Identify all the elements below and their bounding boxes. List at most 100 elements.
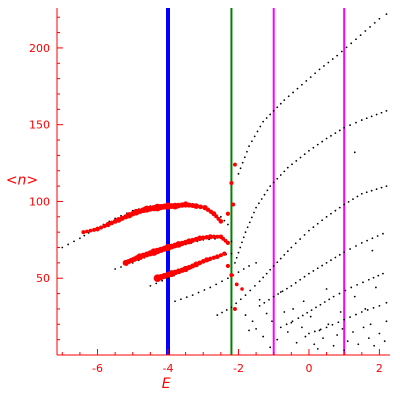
data-point-b8-3 [332,295,335,298]
data-point-b2-5 [230,252,233,255]
data-point-b6-2-4 [276,106,279,109]
y-tick-label-0: 50 [36,272,50,285]
data-point-b5-4-4 [303,153,306,156]
data-point-b7-2 [290,285,293,287]
data-point-b10-12-2 [208,209,214,214]
data-point-b9-1 [325,326,328,329]
data-point-b12-6 [222,251,227,256]
data-point-b0-0-2 [73,240,75,243]
data-point-b0-1 [79,237,81,240]
scatter-point-45 [371,249,374,252]
data-point-b10-0 [81,230,86,235]
data-point-b6-4 [301,83,303,86]
data-point-b12-0-3 [165,271,171,278]
data-point-b5-0-4 [241,241,243,244]
data-point-b1-7 [230,240,233,243]
data-point-b6-3 [283,99,286,102]
data-point-b7-2-3 [303,275,306,278]
scatter-point-18 [332,344,335,347]
data-point-b11-6-1 [200,235,206,241]
scatter-point-35 [248,329,250,332]
data-point-b6-2-5 [279,102,282,105]
data-point-b7-1-3 [286,287,288,290]
data-point-b3-2 [209,286,212,289]
data-point-b11-7 [207,234,213,240]
data-point-b10-9-2 [179,202,185,208]
data-point-b6-5-1 [323,65,325,67]
data-point-b7-1 [272,295,275,298]
data-point-b5-8-3 [375,113,378,116]
scatter-point-26 [373,344,376,347]
data-point-b13-8 [233,306,237,311]
data-point-b7-7 [382,232,384,235]
data-point-b6-1-1 [250,140,253,143]
data-point-b4-6 [308,229,310,232]
scatter-point-33 [353,295,356,298]
data-point-b9-2 [343,318,346,321]
data-point-b5-3-1 [272,181,275,184]
data-point-b5-8-1 [365,117,368,120]
data-point-b7-0-2 [268,298,270,301]
data-point-b10-1 [95,226,100,232]
data-point-b6-3-3 [296,87,299,90]
data-point-b5-1 [244,231,247,234]
data-point-b10-10-2 [190,203,196,209]
scatter-point-3 [262,335,265,338]
data-point-b5-3-3 [279,174,282,176]
data-point-b5-5-3 [321,140,324,143]
scatter-point-12 [304,335,307,338]
data-point-b6-3-1 [287,95,290,98]
data-point-b6-5 [318,68,321,71]
data-point-b5-8-4 [380,111,383,114]
data-point-b6-7-2 [359,34,362,37]
data-point-b4-4-1 [276,261,279,264]
data-point-b6-4-1 [305,80,308,82]
scatter-point-4 [265,312,268,315]
data-point-b4-5 [290,246,293,249]
data-point-b6-1-4 [259,125,262,128]
data-point-b11-7-1 [211,234,216,239]
data-point-b6-0-1 [239,167,242,170]
data-point-b8-6 [382,272,384,275]
data-point-b13-4 [225,263,231,269]
data-point-b6-0 [237,172,240,175]
data-point-b12-4-2 [211,255,216,260]
data-point-b9-1-2 [337,321,340,324]
data-point-b11-1-3 [147,250,154,257]
x-axis-ticks: -6 -4 -2 0 2 [61,349,383,375]
data-point-b6-1-3 [256,130,259,133]
data-point-b4-4-2 [279,257,282,260]
data-point-b5-3-4 [283,170,286,173]
data-point-b6-2 [262,120,265,123]
data-point-b7-5-1 [349,248,351,250]
data-point-b0-0-1 [67,243,70,246]
data-point-b5-6 [325,137,328,140]
data-point-b3-1-2 [203,289,206,291]
data-point-b3-1-1 [197,291,200,294]
data-point-b4-4-4 [286,250,289,253]
scatter-point-0 [244,314,247,316]
plot-area [61,8,388,355]
scatter-point-21 [346,340,349,343]
data-point-b7-3-2 [316,267,319,270]
data-point-b7-3 [308,272,310,275]
data-point-b7-4-1 [330,259,332,262]
data-point-b4-8-3 [356,195,359,198]
scatter-point-30 [279,291,282,293]
data-point-b3-0-1 [180,298,182,301]
data-point-b5-0-2 [237,251,240,254]
x-tick-label-4: 2 [376,362,383,375]
data-point-b5-3 [269,185,272,188]
data-point-b6-3-2 [292,91,294,94]
scatter-point-10 [295,341,298,344]
data-point-b11-0-4 [134,255,140,261]
scatter-point-36 [269,346,272,349]
data-point-b5-1-2 [248,221,251,224]
data-point-b7-4 [325,261,328,264]
data-point-b5-2-2 [260,198,263,200]
data-point-b4-3-2 [265,272,268,275]
data-point-b8-2-2 [323,301,326,303]
data-point-b4-8-2 [352,198,354,201]
data-point-b6-2-1 [265,117,268,119]
